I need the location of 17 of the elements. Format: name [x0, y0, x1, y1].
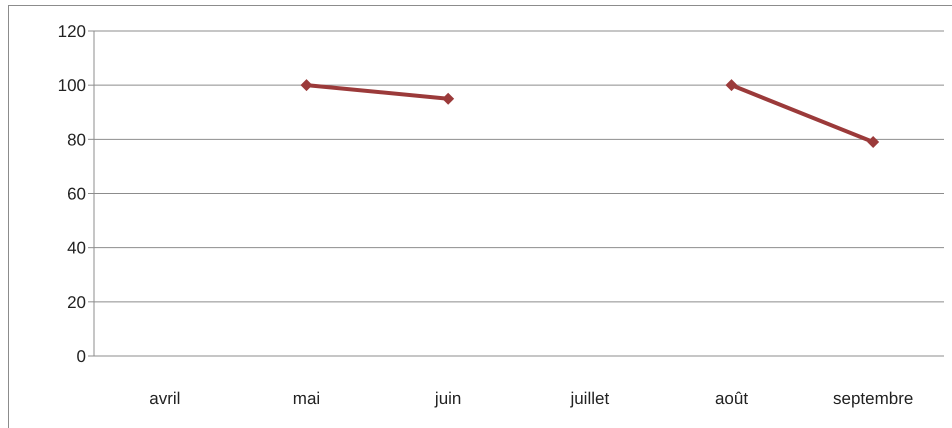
x-tick-label: juin — [434, 389, 462, 408]
y-tick-label: 60 — [67, 184, 86, 204]
y-tick-label: 120 — [58, 22, 86, 42]
y-tick-label: 0 — [76, 347, 86, 366]
point — [300, 79, 312, 92]
point — [867, 136, 880, 148]
x-tick-label: août — [714, 389, 748, 408]
y-tick-label: 20 — [67, 292, 86, 312]
y-tick-label: 100 — [58, 76, 86, 96]
x-tick-label: mai — [292, 389, 320, 408]
point — [726, 79, 738, 92]
x-tick-label: septembre — [833, 389, 914, 408]
x-tick-label: juillet — [569, 389, 610, 408]
y-tick-label: 40 — [67, 238, 86, 258]
point — [442, 92, 454, 105]
x-tick-label: avril — [149, 389, 180, 408]
y-tick-label: 80 — [67, 130, 86, 150]
